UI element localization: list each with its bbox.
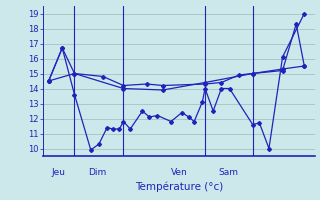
Text: Dim: Dim [88,168,106,177]
Text: Température (°c): Température (°c) [135,182,223,192]
Text: Sam: Sam [219,168,239,177]
Text: Ven: Ven [171,168,187,177]
Text: Jeu: Jeu [51,168,65,177]
